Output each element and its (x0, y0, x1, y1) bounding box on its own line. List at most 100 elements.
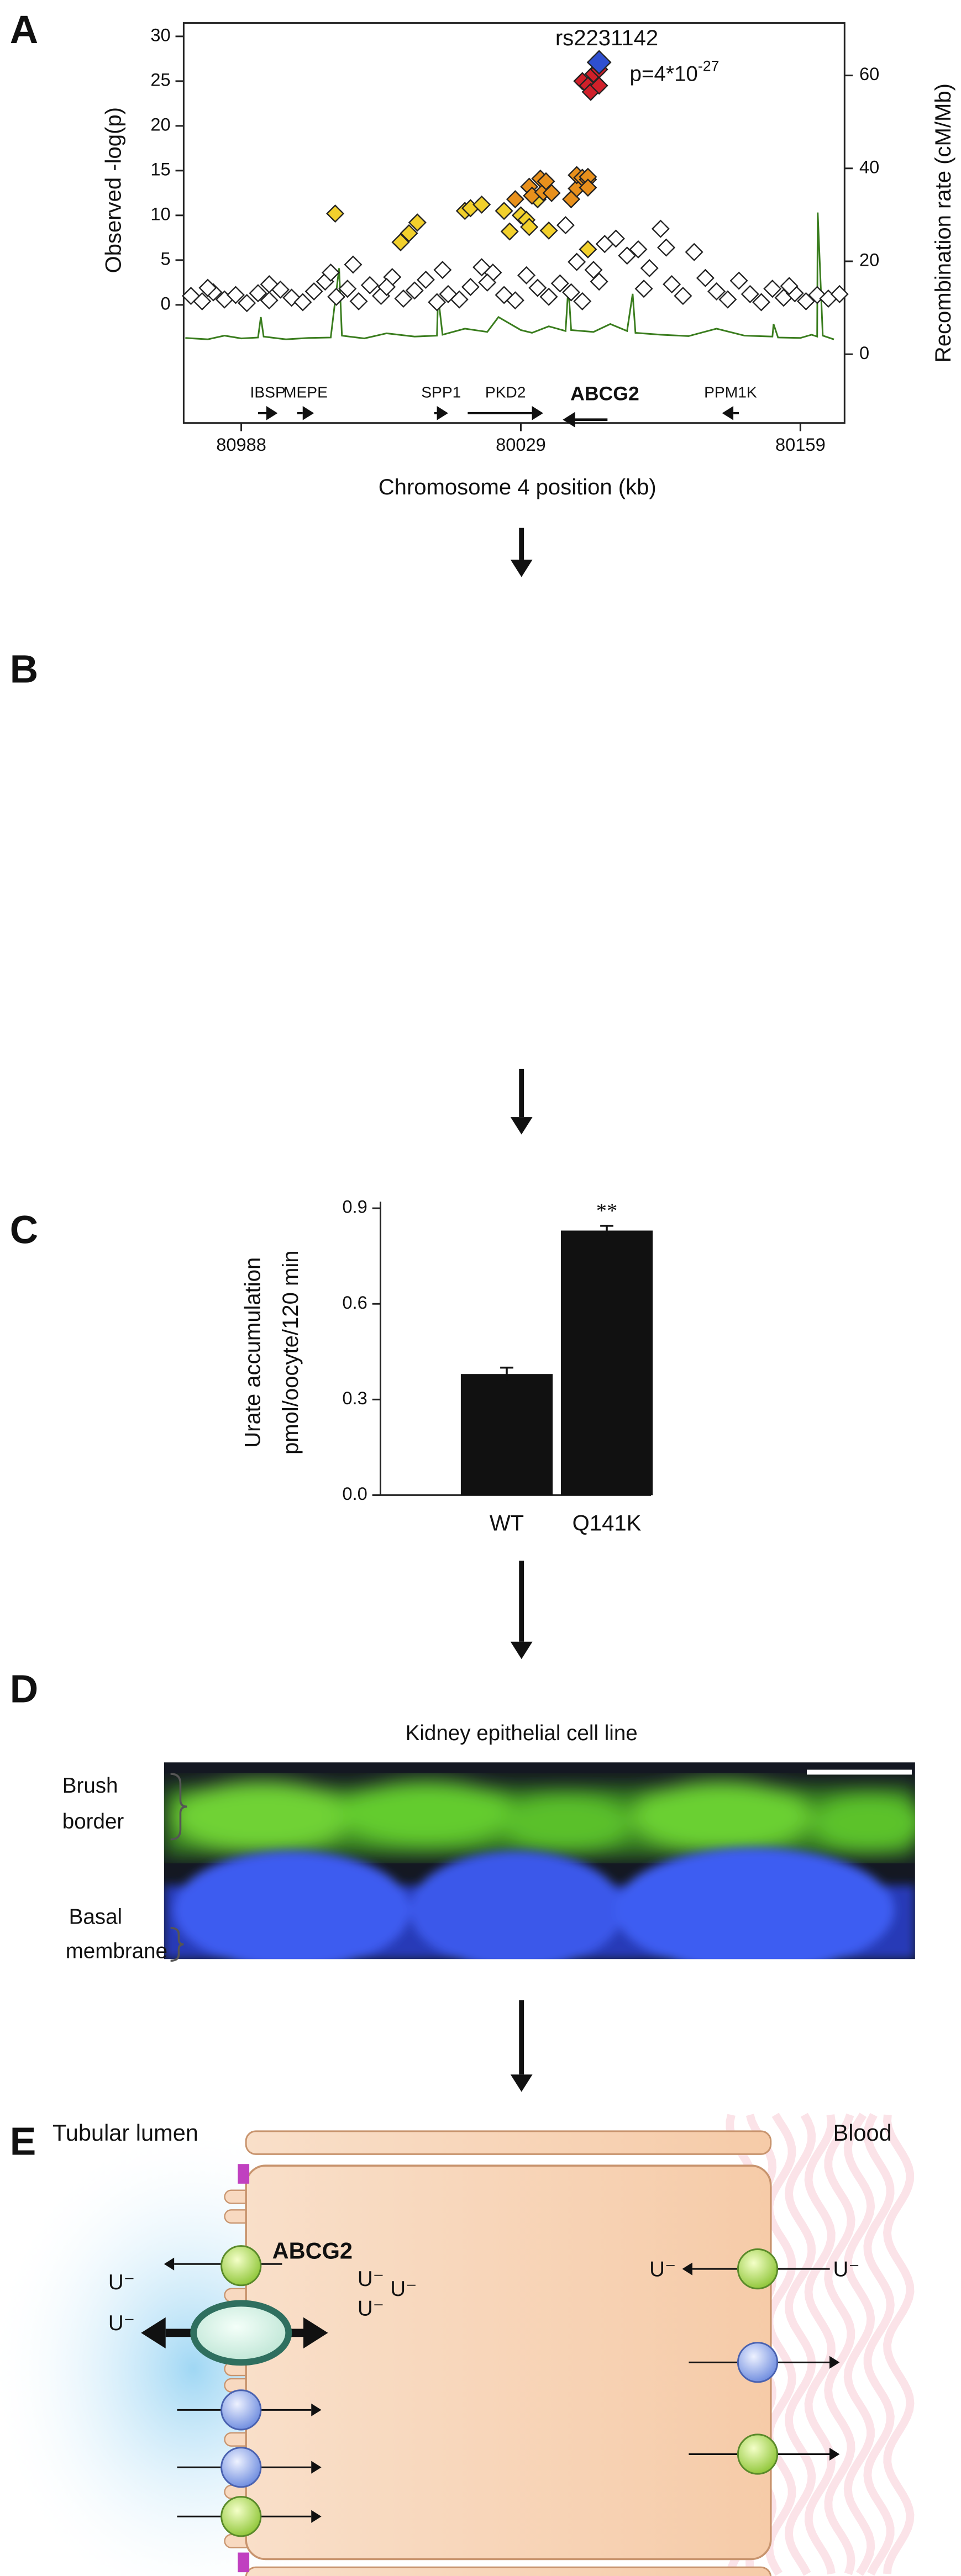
snp (238, 294, 256, 313)
significance: ** (596, 1199, 618, 1223)
urate: U⁻ (108, 2271, 135, 2294)
snp (344, 255, 363, 274)
y2-axis-label: Recombination rate (cM/Mb) (931, 83, 955, 362)
snp (651, 219, 670, 238)
snp (400, 224, 418, 243)
snp (741, 285, 759, 303)
p-value-exponent: -27 (698, 58, 720, 75)
snp (500, 222, 519, 241)
y-tick-label: 20 (150, 114, 170, 134)
y-tick-label: 0 (160, 293, 170, 313)
tight-junction (238, 2552, 250, 2573)
snp (517, 266, 536, 285)
snp (304, 282, 323, 301)
y2-tick-label: 0 (859, 343, 869, 363)
snp (428, 293, 447, 312)
label: Brush (62, 1774, 118, 1798)
x-tick-label: WT (490, 1511, 524, 1535)
snp (349, 292, 368, 310)
snp (729, 271, 748, 290)
urate: U⁻ (649, 2257, 676, 2281)
snp (830, 285, 849, 303)
snp (573, 292, 592, 310)
region-label: Blood (833, 2120, 892, 2146)
wave (883, 2114, 915, 2574)
snp (696, 268, 715, 287)
snp (377, 277, 396, 296)
panel-a: 0 5 10 15 20 25 30 0 20 40 60 80988 80029 80159 Chromo… (101, 22, 955, 499)
snp (198, 278, 217, 297)
snp (590, 76, 608, 95)
label: membrane (66, 1940, 167, 1963)
snp (657, 238, 676, 257)
snp (752, 293, 771, 312)
gene-arrow-head (563, 412, 575, 428)
snp (338, 280, 357, 298)
neighbor-cell (245, 2130, 772, 2155)
p-value-base: p=4*10 (630, 62, 698, 86)
transport-arrow-head (829, 2447, 840, 2461)
gene-label: IBSP (250, 383, 286, 401)
wave (824, 2113, 855, 2575)
snp (539, 287, 558, 306)
y-tick-label: 5 (160, 248, 170, 268)
gene-label: PKD2 (485, 383, 526, 401)
snp (321, 264, 340, 282)
snp (450, 290, 469, 309)
micrograph (164, 1762, 915, 1959)
transporter (737, 2433, 779, 2475)
snp (685, 243, 703, 261)
y-tick-label: 0.0 (342, 1483, 367, 1504)
transporter (220, 2245, 262, 2287)
snp (556, 216, 575, 235)
gene (258, 406, 278, 420)
snp (408, 213, 427, 232)
image-title: Kidney epithelial cell line (406, 1721, 638, 1745)
y-tick-label: 0.9 (342, 1197, 367, 1217)
snp (568, 252, 586, 271)
gene-arrow-head (722, 406, 734, 420)
gene (434, 406, 448, 420)
snp (472, 195, 491, 214)
gene-label: ABCG2 (570, 383, 639, 405)
panel-c: 0.0 0.3 0.6 0.9 Urate accumulation pmol/oocyt… (241, 1197, 653, 1535)
gene (468, 406, 543, 420)
snp (634, 280, 653, 298)
efflux-tail-head (303, 2317, 328, 2349)
snp (780, 277, 799, 296)
snp (674, 287, 692, 305)
brace (170, 1773, 187, 1841)
snp (391, 233, 410, 251)
blue-stain (164, 1847, 915, 1959)
snp (433, 261, 452, 280)
snp (461, 277, 480, 296)
flow-arrow-head (510, 1117, 533, 1135)
x-tick-label: 80029 (496, 434, 546, 455)
snp (796, 292, 816, 310)
y-axis-label: pmol/oocyte/120 min (279, 1251, 303, 1455)
neighbor-cell (245, 2566, 772, 2576)
transporter (220, 2389, 262, 2431)
x-axis-label: Chromosome 4 position (kb) (379, 475, 657, 499)
error-bar (600, 1225, 613, 1236)
efflux-arrow-head (141, 2317, 166, 2349)
wave (765, 2113, 796, 2576)
panel-letter: B (10, 648, 38, 692)
gene-label: SPP1 (421, 383, 461, 401)
transport-arrow-head (682, 2262, 692, 2275)
snp (579, 178, 597, 197)
bar (460, 1374, 553, 1495)
y-tick-label: 30 (150, 24, 170, 45)
wave (804, 2114, 836, 2575)
label: border (62, 1810, 124, 1834)
snp (249, 284, 267, 303)
wave (863, 2113, 895, 2576)
plot-frame (182, 22, 846, 424)
transport-arrow-head (311, 2510, 322, 2523)
snp (763, 280, 782, 298)
flow-arrow-head (510, 2074, 533, 2092)
snp (606, 229, 625, 248)
tight-junction (238, 2164, 250, 2184)
transport-arrow-head (164, 2257, 175, 2271)
